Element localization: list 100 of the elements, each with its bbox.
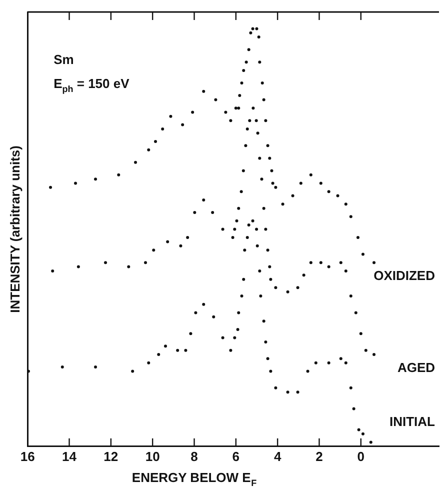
point	[242, 68, 246, 72]
point	[264, 228, 268, 231]
point	[244, 144, 248, 148]
point	[369, 440, 372, 444]
point	[268, 156, 272, 160]
point	[258, 269, 262, 272]
point	[286, 290, 290, 294]
point	[268, 265, 272, 268]
point	[327, 265, 330, 268]
point	[242, 278, 246, 281]
point	[260, 82, 264, 85]
point	[242, 169, 245, 172]
point	[221, 228, 224, 231]
x-tick-label: 0	[357, 448, 365, 464]
point	[262, 98, 266, 102]
point	[246, 127, 249, 130]
point	[243, 248, 246, 252]
point	[364, 348, 368, 352]
point	[296, 390, 300, 394]
point	[186, 236, 190, 240]
point	[104, 261, 108, 264]
point	[251, 27, 254, 30]
point	[344, 202, 348, 206]
point	[157, 353, 160, 356]
point	[251, 219, 254, 222]
point	[344, 269, 348, 272]
point	[256, 132, 260, 135]
point	[94, 366, 98, 369]
x-tick-label: 10	[145, 448, 160, 464]
point	[147, 148, 150, 152]
point	[154, 140, 157, 143]
x-tick-label: 14	[62, 448, 78, 464]
point	[74, 182, 78, 185]
point	[202, 198, 206, 202]
point	[240, 294, 244, 298]
point	[258, 156, 262, 160]
point	[212, 315, 216, 318]
point	[152, 248, 156, 252]
point	[327, 190, 330, 194]
point	[257, 36, 260, 39]
point	[237, 106, 240, 110]
point	[249, 31, 252, 34]
point	[309, 173, 312, 176]
y-axis-title: INTENSITY (arbitrary units)	[7, 146, 22, 313]
point	[372, 261, 376, 264]
point	[291, 194, 294, 198]
point	[233, 228, 236, 231]
point	[240, 190, 243, 194]
point	[319, 182, 322, 185]
point	[214, 98, 218, 102]
point	[266, 248, 270, 252]
point	[127, 265, 130, 268]
point	[266, 144, 270, 148]
point	[352, 407, 356, 410]
point	[193, 210, 196, 214]
point	[262, 206, 266, 210]
point	[164, 344, 167, 348]
point	[349, 294, 352, 298]
point	[349, 386, 352, 390]
point	[60, 366, 64, 369]
point	[256, 244, 259, 248]
point	[144, 261, 147, 264]
point	[237, 311, 240, 314]
point	[224, 110, 228, 114]
point	[134, 160, 137, 164]
point	[181, 123, 184, 126]
point	[244, 60, 248, 64]
x-tick-label: 6	[232, 448, 240, 464]
x-tick-label: 16	[20, 448, 35, 464]
point	[229, 119, 232, 122]
point	[94, 178, 98, 181]
point	[240, 82, 244, 85]
point	[260, 178, 264, 181]
point	[247, 224, 250, 227]
point	[336, 194, 340, 198]
series-label: AGED	[397, 360, 435, 376]
point	[169, 114, 172, 118]
point	[309, 261, 312, 264]
point	[255, 27, 258, 30]
point	[176, 348, 180, 352]
point	[269, 278, 272, 281]
point	[166, 240, 170, 244]
point	[161, 127, 164, 130]
point	[233, 336, 236, 340]
point	[189, 332, 192, 336]
point	[229, 348, 232, 352]
point	[296, 286, 300, 290]
point	[231, 236, 234, 240]
point	[252, 106, 255, 110]
point	[357, 428, 360, 432]
x-tick-label: 8	[190, 448, 198, 464]
point	[262, 320, 266, 323]
x-tick-label: 2	[316, 448, 323, 464]
point	[238, 94, 242, 98]
point	[344, 361, 348, 364]
point	[306, 370, 310, 373]
point	[147, 361, 150, 364]
point	[211, 210, 214, 214]
point	[286, 390, 290, 394]
point	[234, 106, 238, 110]
